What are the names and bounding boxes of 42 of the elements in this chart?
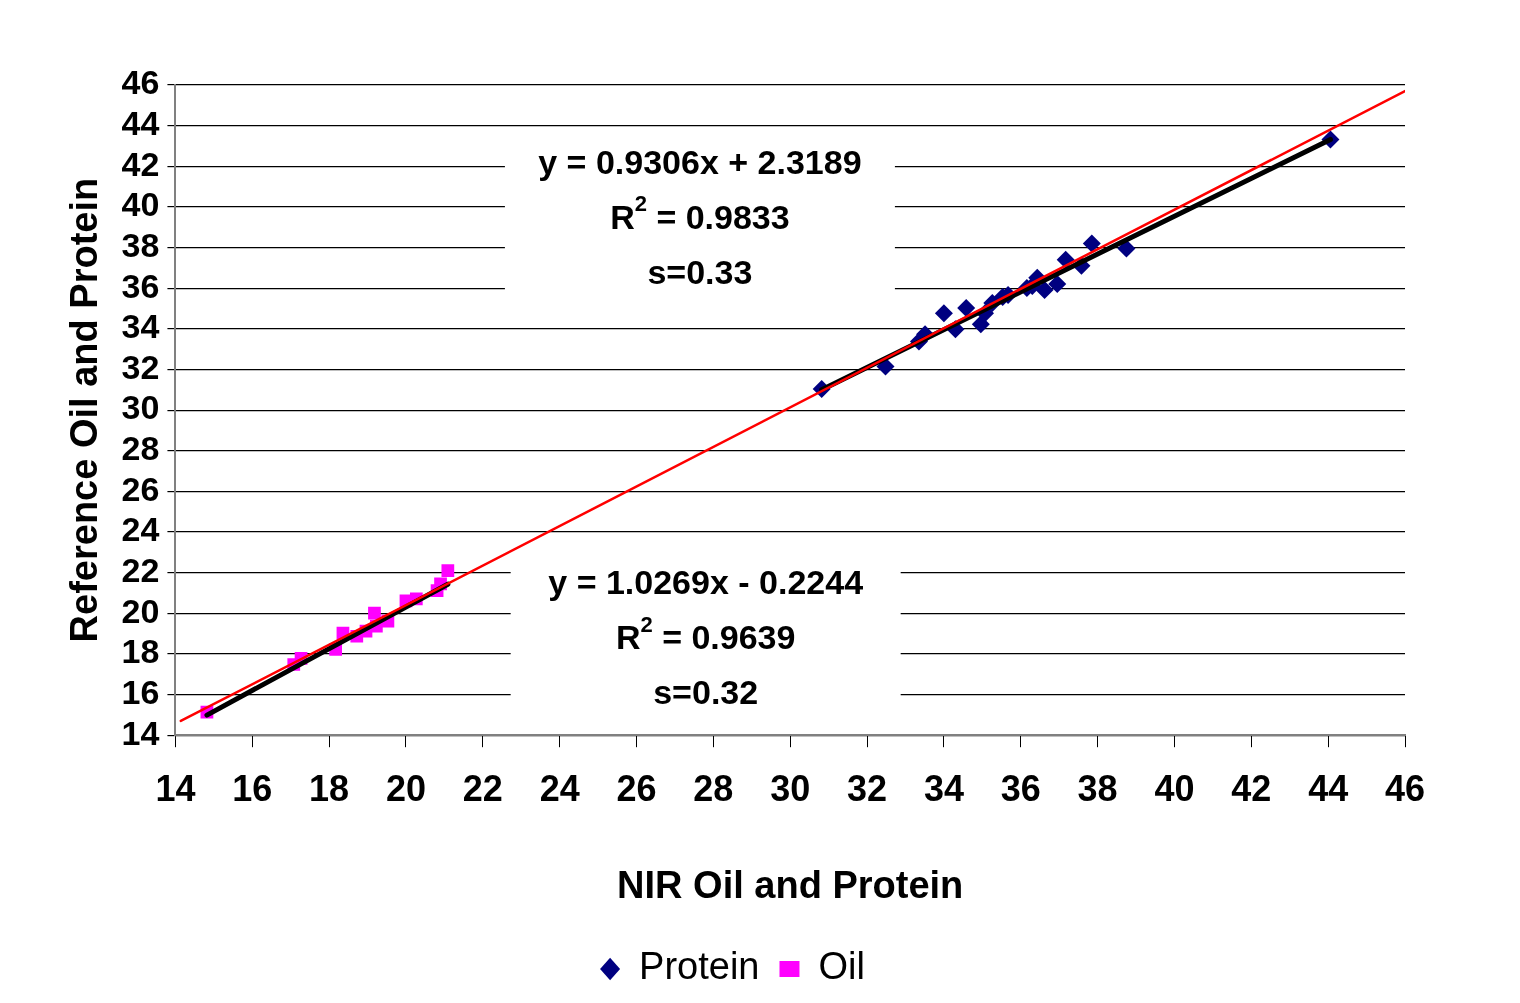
annotation: y = 0.9306x + 2.3189 — [538, 142, 862, 181]
x-tick-label: 18 — [309, 767, 350, 809]
legend-label: Oil — [818, 945, 865, 988]
y-tick-label: 22 — [121, 551, 160, 590]
annotation: y = 1.0269x - 0.2244 — [548, 563, 864, 602]
x-tick-label: 44 — [1308, 767, 1349, 809]
y-tick-label: 32 — [121, 347, 160, 386]
y-tick-label: 36 — [121, 266, 160, 305]
y-tick-label: 20 — [121, 591, 160, 630]
y-tick-label: 42 — [121, 144, 160, 183]
x-tick-label: 38 — [1077, 767, 1118, 809]
y-axis-title: Reference Oil and Protein — [63, 177, 106, 643]
x-tick-label: 42 — [1231, 767, 1272, 809]
x-tick-label: 16 — [232, 767, 273, 809]
y-tick-label: 38 — [121, 225, 160, 264]
y-tick-label: 14 — [121, 713, 160, 752]
y-tick-label: 40 — [121, 185, 160, 224]
x-tick-label: 36 — [1000, 767, 1041, 809]
annotation: s=0.32 — [653, 673, 759, 712]
x-tick-label: 20 — [385, 767, 426, 809]
x-tick-label: 46 — [1384, 767, 1426, 809]
y-tick-label: 34 — [121, 307, 160, 346]
x-axis-title: NIR Oil and Protein — [617, 863, 964, 906]
y-tick-label: 44 — [121, 104, 160, 143]
x-tick-label: 24 — [539, 767, 580, 809]
legend-label: Protein — [639, 945, 760, 988]
x-tick-label: 32 — [847, 767, 888, 809]
y-tick-label: 30 — [121, 388, 160, 427]
x-tick-label: 28 — [693, 767, 734, 809]
y-tick-label: 26 — [121, 469, 160, 508]
x-tick-label: 30 — [770, 767, 811, 809]
y-tick-label: 18 — [121, 632, 160, 671]
annotation: s=0.33 — [647, 252, 753, 291]
x-tick-label: 14 — [155, 767, 196, 809]
y-tick-label: 46 — [121, 63, 160, 102]
y-tick-label: 24 — [121, 510, 160, 549]
x-tick-label: 26 — [616, 767, 657, 809]
y-tick-label: 28 — [121, 429, 160, 468]
x-tick-label: 40 — [1154, 767, 1195, 809]
y-tick-label: 16 — [121, 672, 160, 711]
x-tick-label: 34 — [923, 767, 964, 809]
x-tick-label: 22 — [462, 767, 503, 809]
